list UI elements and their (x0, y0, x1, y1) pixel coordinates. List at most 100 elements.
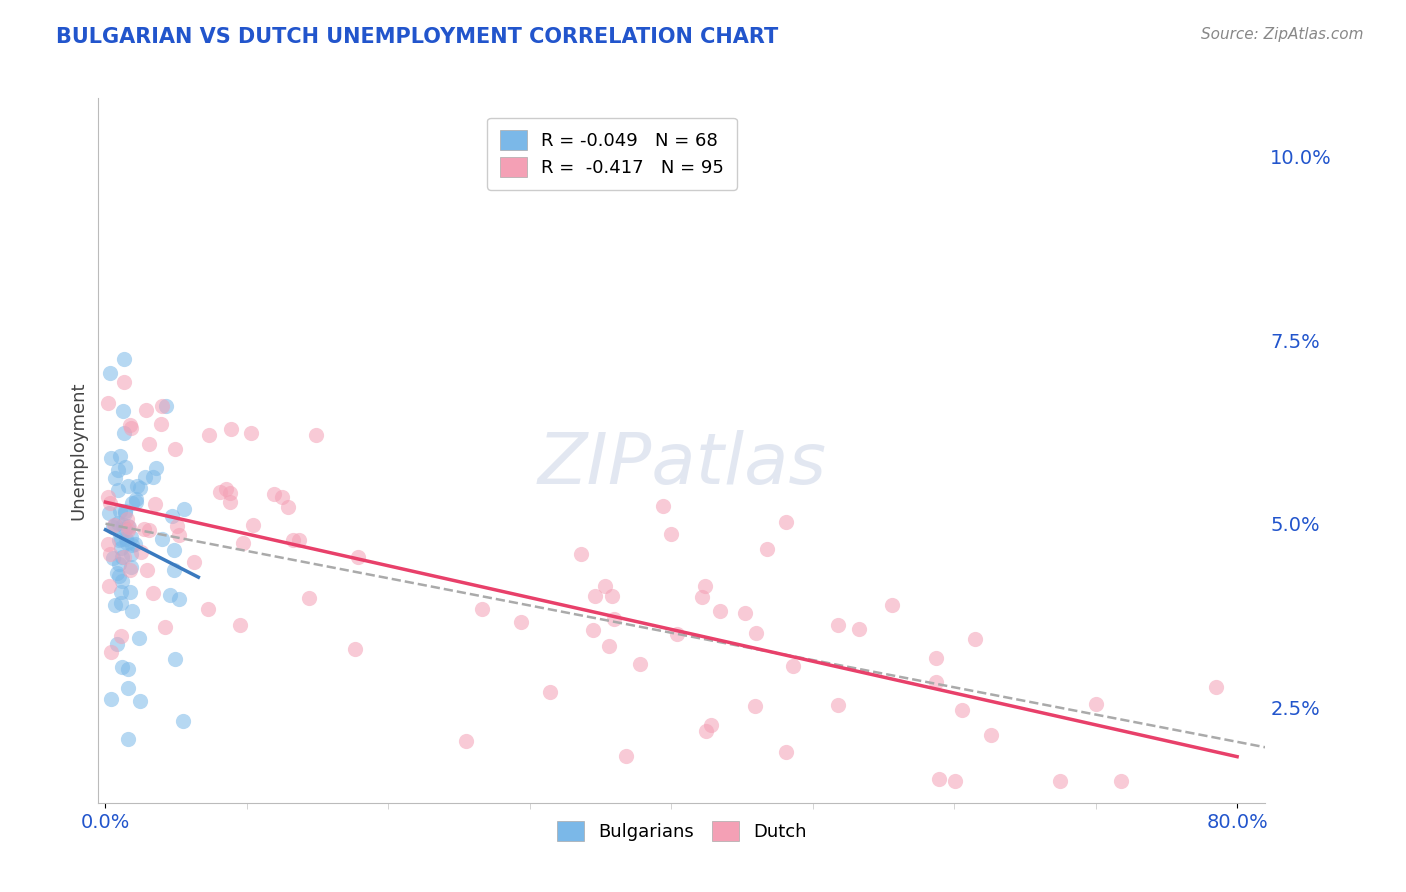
Point (100, 450, 122, 465)
Point (127, 479, 149, 493)
Point (117, 681, 139, 695)
Point (114, 459, 136, 474)
Point (107, 483, 129, 497)
Point (107, 463, 129, 477)
Point (114, 533, 136, 547)
Point (288, 533, 311, 548)
Point (117, 523, 139, 537)
Point (775, 516, 797, 530)
Point (110, 660, 132, 674)
Point (115, 512, 138, 526)
Point (134, 469, 156, 483)
Point (510, 615, 533, 630)
Point (114, 522, 136, 536)
Point (1049, 773, 1071, 788)
Point (583, 589, 606, 603)
Legend: Bulgarians, Dutch: Bulgarians, Dutch (548, 813, 815, 850)
Point (695, 723, 717, 738)
Point (160, 508, 183, 523)
Point (145, 461, 167, 475)
Point (925, 675, 948, 690)
Point (120, 548, 142, 562)
Point (125, 494, 148, 508)
Point (112, 352, 135, 367)
Point (218, 486, 240, 500)
Point (97, 396, 120, 410)
Point (98, 547, 121, 561)
Point (593, 579, 616, 593)
Point (107, 533, 129, 547)
Point (271, 491, 294, 505)
Point (219, 495, 242, 509)
Point (169, 528, 191, 542)
Point (183, 555, 205, 569)
Point (110, 584, 132, 599)
Point (117, 479, 139, 493)
Point (117, 536, 139, 550)
Point (98, 496, 121, 510)
Point (114, 504, 136, 518)
Point (744, 699, 766, 714)
Point (117, 662, 139, 676)
Point (110, 629, 132, 643)
Point (101, 550, 124, 565)
Point (129, 482, 152, 496)
Point (980, 727, 1002, 741)
Point (163, 651, 186, 665)
Point (143, 497, 166, 511)
Point (111, 574, 134, 588)
Point (112, 425, 135, 440)
Point (138, 437, 160, 451)
Point (97, 491, 120, 505)
Point (665, 627, 688, 641)
Point (630, 657, 652, 672)
Point (124, 537, 146, 551)
Point (214, 483, 236, 497)
Point (700, 717, 723, 731)
Point (138, 523, 160, 537)
Point (110, 503, 132, 517)
Point (709, 604, 731, 618)
Point (110, 450, 132, 464)
Point (121, 495, 143, 509)
Point (928, 772, 950, 786)
Point (603, 612, 626, 626)
Text: ZIPatlas: ZIPatlas (537, 430, 827, 499)
Point (600, 589, 623, 603)
Point (110, 596, 132, 610)
Point (112, 518, 135, 533)
Point (104, 518, 127, 533)
Point (110, 541, 132, 556)
Point (120, 530, 142, 544)
Point (925, 650, 948, 665)
Point (1111, 773, 1133, 788)
Point (263, 487, 285, 501)
Point (128, 631, 150, 645)
Point (1205, 680, 1227, 694)
Point (104, 471, 127, 485)
Point (471, 601, 494, 615)
Point (659, 527, 682, 541)
Point (142, 586, 165, 600)
Point (945, 773, 967, 788)
Point (745, 625, 768, 640)
Point (105, 637, 128, 651)
Point (98, 579, 121, 593)
Point (150, 533, 173, 547)
Point (97, 506, 120, 520)
Point (150, 417, 173, 431)
Point (232, 536, 254, 550)
Point (347, 549, 370, 564)
Point (297, 591, 319, 605)
Point (173, 501, 195, 516)
Point (172, 714, 194, 728)
Point (112, 375, 135, 389)
Point (848, 622, 870, 636)
Point (132, 522, 155, 536)
Point (281, 533, 304, 547)
Y-axis label: Unemployment: Unemployment (69, 381, 87, 520)
Point (100, 645, 122, 659)
Point (242, 518, 264, 533)
Point (120, 560, 142, 574)
Point (1085, 698, 1108, 712)
